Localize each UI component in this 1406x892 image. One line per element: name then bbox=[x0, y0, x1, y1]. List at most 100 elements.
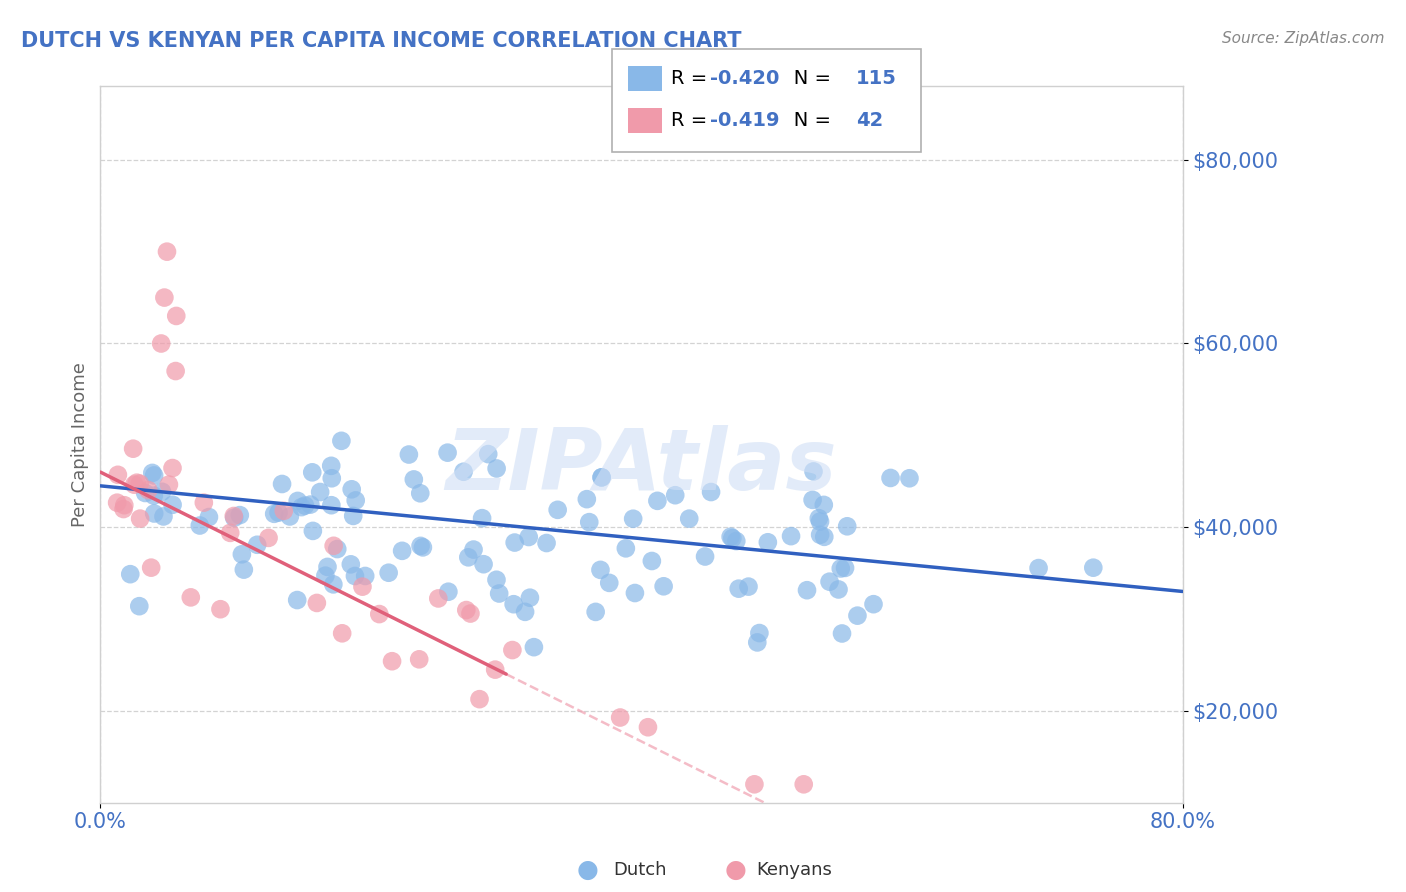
Point bbox=[501, 643, 523, 657]
Point bbox=[748, 626, 770, 640]
Point bbox=[477, 447, 499, 461]
Point bbox=[398, 448, 420, 462]
Point bbox=[290, 500, 312, 515]
Point bbox=[808, 528, 831, 542]
Point bbox=[150, 484, 173, 499]
Point bbox=[209, 602, 232, 616]
Point bbox=[437, 584, 460, 599]
Point bbox=[107, 467, 129, 482]
Point bbox=[485, 573, 508, 587]
Point bbox=[340, 483, 363, 497]
Point bbox=[340, 558, 363, 572]
Point bbox=[143, 507, 166, 521]
Point bbox=[412, 541, 434, 555]
Point bbox=[818, 574, 841, 589]
Text: 42: 42 bbox=[856, 111, 883, 130]
Point bbox=[257, 531, 280, 545]
Point bbox=[408, 652, 430, 666]
Point bbox=[409, 539, 432, 553]
Point bbox=[157, 477, 180, 491]
Point bbox=[377, 566, 399, 580]
Point bbox=[224, 510, 246, 524]
Point bbox=[737, 580, 759, 594]
Point bbox=[700, 485, 723, 500]
Point bbox=[231, 547, 253, 561]
Text: Kenyans: Kenyans bbox=[756, 861, 832, 879]
Point bbox=[278, 509, 301, 524]
Point bbox=[463, 542, 485, 557]
Point bbox=[1083, 560, 1105, 574]
Point bbox=[165, 309, 187, 323]
Text: ●: ● bbox=[576, 858, 599, 881]
Point bbox=[316, 560, 339, 574]
Text: Dutch: Dutch bbox=[613, 861, 666, 879]
Text: Source: ZipAtlas.com: Source: ZipAtlas.com bbox=[1222, 31, 1385, 46]
Point bbox=[267, 506, 290, 520]
Point bbox=[271, 477, 294, 491]
Point bbox=[834, 561, 856, 575]
Point bbox=[285, 593, 308, 607]
Point bbox=[801, 492, 824, 507]
Point bbox=[484, 663, 506, 677]
Text: -0.419: -0.419 bbox=[710, 111, 779, 130]
Point bbox=[830, 561, 852, 575]
Point bbox=[591, 470, 613, 484]
Point bbox=[314, 568, 336, 582]
Point bbox=[427, 591, 450, 606]
Point bbox=[222, 508, 245, 523]
Point bbox=[591, 470, 613, 484]
Point bbox=[898, 471, 921, 485]
Point bbox=[150, 336, 173, 351]
Point bbox=[846, 608, 869, 623]
Point bbox=[637, 720, 659, 734]
Point bbox=[246, 538, 269, 552]
Point bbox=[827, 582, 849, 597]
Point bbox=[747, 635, 769, 649]
Point bbox=[756, 535, 779, 549]
Point bbox=[129, 511, 152, 525]
Point bbox=[578, 515, 600, 529]
Point bbox=[575, 492, 598, 507]
Point bbox=[813, 530, 835, 544]
Point bbox=[652, 579, 675, 593]
Point bbox=[321, 471, 343, 485]
Point bbox=[744, 777, 766, 791]
Point bbox=[326, 542, 349, 557]
Point bbox=[725, 534, 748, 549]
Text: ●: ● bbox=[724, 858, 747, 881]
Point bbox=[305, 596, 328, 610]
Point bbox=[198, 510, 221, 524]
Point bbox=[523, 640, 546, 655]
Point bbox=[664, 488, 686, 502]
Point bbox=[128, 476, 150, 491]
Point bbox=[156, 244, 179, 259]
Point bbox=[598, 575, 620, 590]
Text: N =: N = bbox=[775, 69, 837, 88]
Point bbox=[503, 535, 526, 549]
Point bbox=[813, 498, 835, 512]
Point bbox=[180, 591, 202, 605]
Point bbox=[330, 434, 353, 448]
Point bbox=[368, 607, 391, 621]
Point bbox=[153, 291, 176, 305]
Point bbox=[589, 563, 612, 577]
Point bbox=[879, 471, 901, 485]
Point bbox=[485, 461, 508, 475]
Point bbox=[330, 626, 353, 640]
Point bbox=[125, 475, 148, 490]
Point bbox=[162, 498, 184, 512]
Point bbox=[188, 518, 211, 533]
Point bbox=[517, 530, 540, 544]
Point bbox=[287, 494, 309, 508]
Point bbox=[322, 539, 344, 553]
Point bbox=[299, 498, 322, 512]
Text: N =: N = bbox=[775, 111, 837, 130]
Point bbox=[519, 591, 541, 605]
Y-axis label: Per Capita Income: Per Capita Income bbox=[72, 362, 89, 527]
Point bbox=[536, 536, 558, 550]
Point bbox=[112, 498, 135, 512]
Point bbox=[796, 583, 818, 598]
Point bbox=[678, 511, 700, 525]
Point bbox=[468, 692, 491, 706]
Point bbox=[693, 549, 716, 564]
